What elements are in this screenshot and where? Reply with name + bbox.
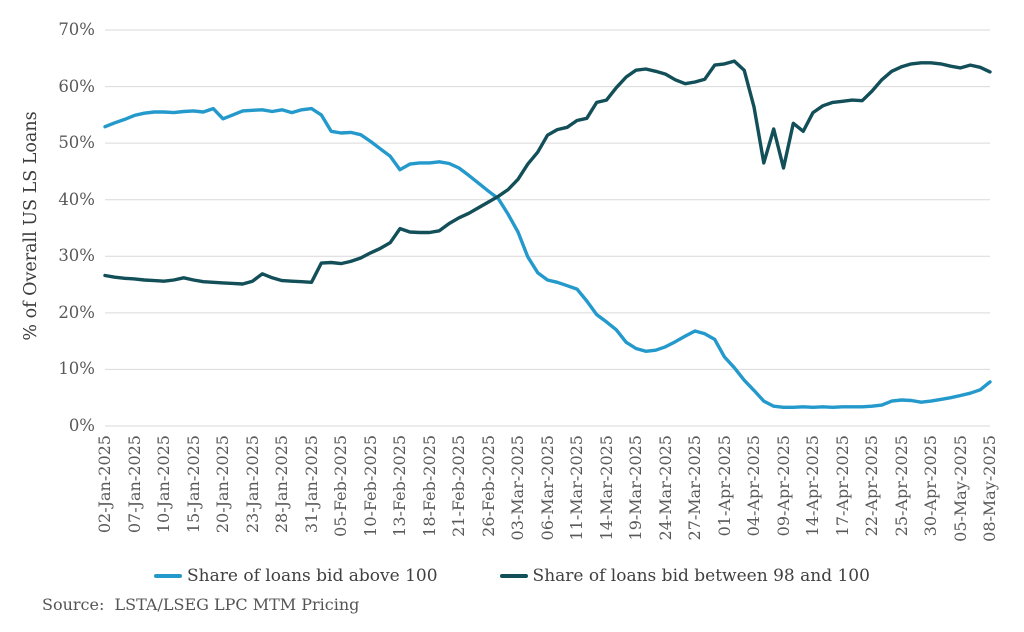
x-tick-label-text: 31-Jan-2025 bbox=[301, 435, 321, 534]
y-tick-label: 50% bbox=[58, 133, 95, 153]
legend-item-between-98-100: Share of loans bid between 98 and 100 bbox=[499, 566, 870, 586]
x-tick-label-text: 02-Jan-2025 bbox=[95, 435, 114, 534]
y-tick-label: 40% bbox=[58, 189, 95, 209]
x-tick-label-text: 30-Apr-2025 bbox=[921, 435, 940, 537]
x-tick-label-text: 18-Feb-2025 bbox=[419, 435, 439, 537]
x-tick-label-text: 27-Mar-2025 bbox=[685, 435, 704, 541]
x-tick-label-text: 24-Mar-2025 bbox=[655, 435, 675, 541]
x-tick-label-text: 05-Feb-2025 bbox=[331, 435, 350, 537]
x-tick-label-text: 23-Jan-2025 bbox=[242, 435, 262, 534]
x-tick-label-text: 04-Apr-2025 bbox=[744, 435, 763, 537]
x-tick-label-text: 01-Apr-2025 bbox=[714, 435, 734, 537]
x-tick-label-text: 11-Mar-2025 bbox=[567, 435, 586, 541]
x-tick-label-text: 28-Jan-2025 bbox=[272, 435, 291, 534]
y-tick-label: 60% bbox=[58, 76, 95, 96]
x-tick-label-text: 10-Feb-2025 bbox=[360, 435, 380, 537]
legend-swatch-above-100-icon bbox=[154, 574, 183, 578]
source-citation: Source: LSTA/LSEG LPC MTM Pricing bbox=[42, 595, 360, 614]
series-lines bbox=[103, 59, 992, 409]
legend-label-above-100: Share of loans bid above 100 bbox=[187, 566, 438, 586]
legend-label-between-98-100: Share of loans bid between 98 and 100 bbox=[532, 566, 870, 586]
gridlines bbox=[105, 29, 990, 427]
x-tick-label-text: 22-Apr-2025 bbox=[862, 435, 881, 537]
series-line-between-98-100 bbox=[103, 59, 992, 286]
x-tick-label-text: 09-Apr-2025 bbox=[773, 435, 793, 537]
y-tick-label: 30% bbox=[58, 246, 95, 266]
chart-legend: Share of loans bid above 100 Share of lo… bbox=[0, 566, 1024, 586]
y-tick-label: 70% bbox=[58, 20, 95, 39]
x-tick-label-text: 05-May-2025 bbox=[950, 435, 970, 542]
y-tick-label: 0% bbox=[68, 416, 95, 435]
x-tick-label-text: 20-Jan-2025 bbox=[213, 435, 232, 534]
legend-item-above-100: Share of loans bid above 100 bbox=[154, 566, 438, 586]
x-tick-label-text: 03-Mar-2025 bbox=[508, 435, 527, 541]
series-line-above-100 bbox=[103, 106, 992, 409]
y-tick-label: 10% bbox=[58, 359, 95, 379]
x-tick-label-text: 14-Mar-2025 bbox=[596, 435, 616, 541]
x-tick-label-text: 07-Jan-2025 bbox=[124, 435, 144, 534]
legend-swatch-between-98-100-icon bbox=[499, 574, 528, 578]
x-tick-label-text: 15-Jan-2025 bbox=[183, 435, 203, 534]
x-tick-label-text: 17-Apr-2025 bbox=[832, 435, 852, 537]
x-tick-label-text: 10-Jan-2025 bbox=[154, 435, 173, 534]
x-tick-label-text: 06-Mar-2025 bbox=[537, 435, 557, 541]
x-tick-label-text: 14-Apr-2025 bbox=[803, 435, 822, 537]
x-tick-label-text: 19-Mar-2025 bbox=[626, 435, 645, 541]
x-tick-label-text: 26-Feb-2025 bbox=[478, 435, 498, 537]
x-tick-label-text: 13-Feb-2025 bbox=[390, 435, 409, 537]
x-tick-label-text: 08-May-2025 bbox=[980, 435, 999, 542]
y-tick-label: 20% bbox=[58, 302, 95, 322]
x-tick-label-text: 25-Apr-2025 bbox=[891, 435, 911, 537]
x-tick-label-text: 21-Feb-2025 bbox=[449, 435, 468, 537]
